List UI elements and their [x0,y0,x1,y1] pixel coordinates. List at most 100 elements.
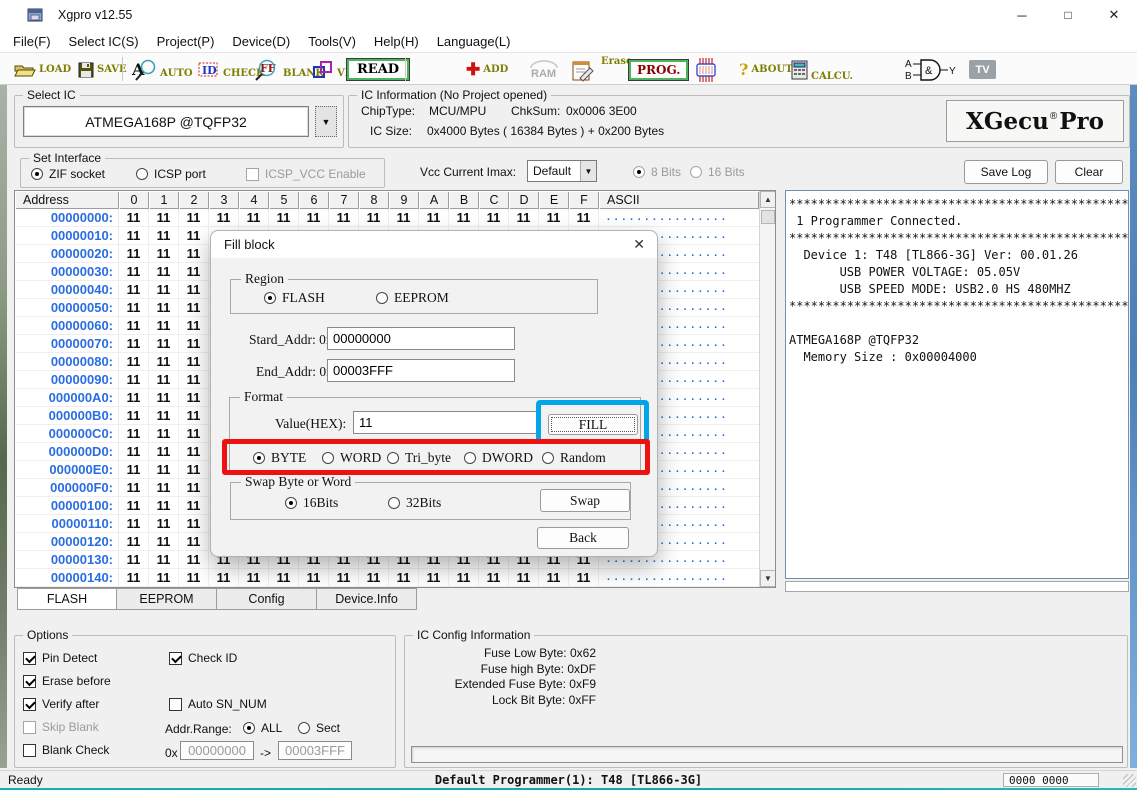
hex-cell[interactable]: 11 [149,461,179,478]
blank-check-checkbox[interactable]: Blank Check [23,743,109,757]
hex-cell[interactable]: 11 [119,299,149,316]
hex-cell[interactable]: 11 [119,569,149,586]
range-start-input[interactable] [180,741,254,760]
hex-cell[interactable]: 11 [449,569,479,586]
hex-cell[interactable]: 11 [149,497,179,514]
flash-radio[interactable]: FLASH [264,290,325,306]
start-addr-input[interactable] [327,327,515,350]
hex-cell[interactable]: 11 [419,209,449,226]
hex-cell[interactable]: 11 [179,551,209,568]
hex-cell[interactable]: 11 [299,209,329,226]
hex-cell[interactable]: 11 [479,209,509,226]
hex-cell[interactable]: 11 [149,533,179,550]
hex-cell[interactable]: 11 [509,209,539,226]
value-hex-input[interactable] [353,411,539,434]
hex-cell[interactable]: 11 [149,353,179,370]
range-end-input[interactable] [278,741,352,760]
hex-cell[interactable]: 11 [569,209,599,226]
scroll-up-icon[interactable]: ▲ [760,191,775,208]
hex-cell[interactable]: 11 [119,389,149,406]
erase-before-checkbox[interactable]: Erase before [23,674,111,688]
read-button[interactable]: READ [345,58,411,81]
hex-cell[interactable]: 11 [539,209,569,226]
hex-cell[interactable]: 11 [149,371,179,388]
hex-cell[interactable]: 11 [179,317,209,334]
end-addr-input[interactable] [327,359,515,382]
bits8-radio[interactable]: 8 Bits [633,165,681,179]
hex-cell[interactable]: 11 [149,281,179,298]
hex-cell[interactable]: 11 [269,209,299,226]
hex-cell[interactable]: 11 [119,479,149,496]
hex-cell[interactable]: 11 [179,515,209,532]
dword-radio[interactable]: DWORD [464,450,533,466]
add-button[interactable]: ✚ ADD [466,53,508,86]
hex-cell[interactable]: 11 [179,533,209,550]
hex-cell[interactable]: 11 [329,569,359,586]
hex-cell[interactable]: 11 [119,551,149,568]
hex-cell[interactable]: 11 [119,515,149,532]
hex-cell[interactable]: 11 [119,317,149,334]
hex-cell[interactable]: 11 [179,353,209,370]
hex-cell[interactable]: 11 [119,281,149,298]
menu-item-tools[interactable]: Tools(V) [308,33,356,49]
swap-button[interactable]: Swap [540,489,630,512]
hex-cell[interactable]: 11 [299,569,329,586]
hex-cell[interactable]: 11 [209,209,239,226]
hex-cell[interactable]: 11 [119,353,149,370]
tab-flash[interactable]: FLASH [17,588,117,610]
hex-cell[interactable]: 11 [389,209,419,226]
load-button[interactable]: LOAD [14,53,71,86]
scrollbar-thumb[interactable] [761,210,775,224]
word-radio[interactable]: WORD [322,450,381,466]
hex-cell[interactable]: 11 [179,497,209,514]
hex-cell[interactable]: 11 [119,209,149,226]
hex-cell[interactable]: 11 [179,299,209,316]
menu-item-help[interactable]: Help(H) [373,33,419,49]
minimize-icon[interactable]: ─ [1017,7,1027,23]
check-id-checkbox[interactable]: Check ID [169,651,237,665]
hex-cell[interactable]: 11 [179,389,209,406]
hex-cell[interactable]: 11 [149,407,179,424]
hex-cell[interactable]: 11 [149,425,179,442]
hex-cell[interactable]: 11 [179,461,209,478]
hex-cell[interactable]: 11 [119,461,149,478]
hex-cell[interactable]: 11 [509,569,539,586]
hex-cell[interactable]: 11 [119,245,149,262]
hex-cell[interactable]: 11 [119,335,149,352]
hex-cell[interactable]: 11 [149,515,179,532]
bits16-radio[interactable]: 16 Bits [690,165,745,179]
byte-radio[interactable]: BYTE [253,450,306,466]
hex-cell[interactable]: 11 [359,209,389,226]
hex-cell[interactable]: 11 [209,569,239,586]
hex-cell[interactable]: 11 [119,263,149,280]
hex-cell[interactable]: 11 [149,245,179,262]
calcu-button[interactable]: CALCU. [791,53,853,86]
pin-detect-checkbox[interactable]: Pin Detect [23,651,97,665]
hex-cell[interactable]: 11 [119,407,149,424]
hex-cell[interactable]: 11 [569,569,599,586]
hex-scrollbar[interactable]: ▲ ▼ [759,191,775,587]
tri-byte-radio[interactable]: Tri_byte [387,450,451,466]
hex-cell[interactable]: 11 [119,227,149,244]
scroll-down-icon[interactable]: ▼ [760,570,775,587]
hex-cell[interactable]: 11 [119,497,149,514]
hex-cell[interactable]: 11 [179,425,209,442]
selected-ic-combobox[interactable]: ATMEGA168P @TQFP32 [23,106,309,137]
verify-after-checkbox[interactable]: Verify after [23,697,99,711]
hex-cell[interactable]: 11 [179,335,209,352]
bits32-swap-radio[interactable]: 32Bits [388,495,441,511]
save-log-button[interactable]: Save Log [964,160,1048,184]
fill-button[interactable]: FILL [548,414,638,435]
hex-cell[interactable]: 11 [449,209,479,226]
hex-cell[interactable]: 11 [179,569,209,586]
menu-item-select-ic[interactable]: Select IC(S) [68,33,139,49]
icsp-port-radio[interactable]: ICSP port [136,167,206,181]
hex-cell[interactable]: 11 [419,569,449,586]
hex-cell[interactable]: 11 [239,569,269,586]
eeprom-radio[interactable]: EEPROM [376,290,449,306]
random-radio[interactable]: Random [542,450,606,466]
hex-cell[interactable]: 11 [269,569,299,586]
hex-cell[interactable]: 11 [179,245,209,262]
zif-socket-radio[interactable]: ZIF socket [31,167,105,181]
auto-button[interactable]: A AUTO [131,53,193,86]
